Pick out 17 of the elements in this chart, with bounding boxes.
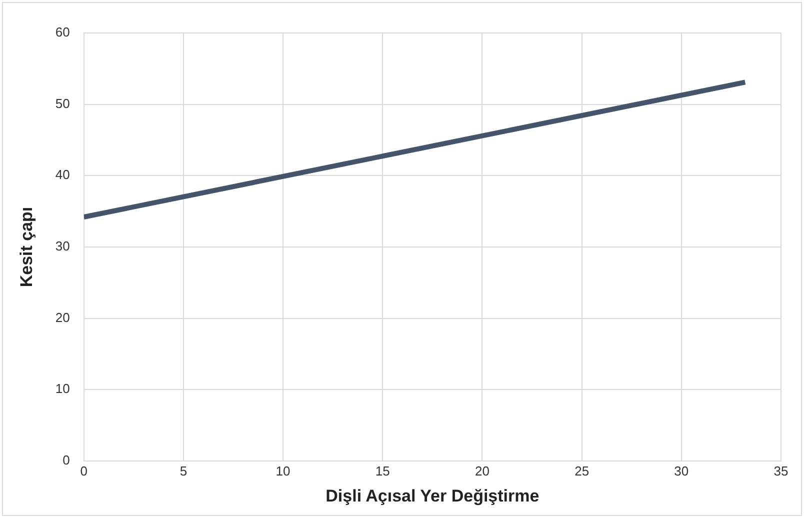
- y-tick-label: 50: [55, 96, 70, 111]
- y-tick-label: 10: [55, 381, 70, 396]
- x-tick-label: 5: [180, 463, 188, 478]
- y-tick-label: 0: [62, 452, 70, 468]
- x-tick-label: 30: [674, 463, 689, 478]
- y-tick-label: 30: [55, 238, 70, 254]
- x-tick-label: 20: [474, 463, 490, 478]
- x-axis-title: Dişli Açısal Yer Değiştirme: [326, 486, 540, 506]
- x-tick-label: 10: [276, 463, 290, 478]
- x-tick-label: 35: [774, 463, 788, 478]
- y-tick-label: 60: [55, 24, 70, 40]
- x-tick-label: 15: [375, 463, 390, 478]
- x-tick-label: 25: [574, 463, 590, 478]
- y-axis-title: Kesit çapı: [16, 206, 36, 288]
- y-tick-label: 20: [55, 310, 70, 325]
- x-tick-label: 0: [80, 463, 88, 478]
- y-tick-label: 40: [55, 167, 70, 182]
